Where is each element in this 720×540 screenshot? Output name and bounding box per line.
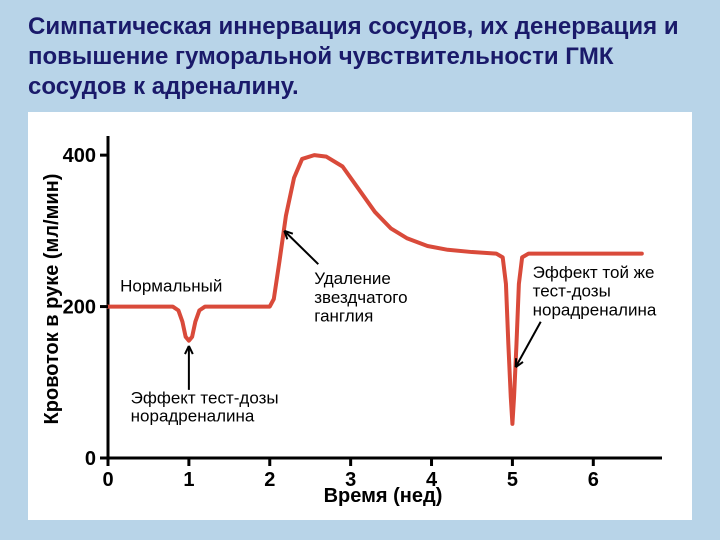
page-title: Симпатическая иннервация сосудов, их ден… — [0, 0, 720, 112]
y-tick: 0 — [85, 448, 96, 470]
annotation: норадреналина — [533, 301, 657, 320]
y-axis-label: Кровоток в руке (мл/мин) — [41, 174, 63, 425]
chart-container: 0123456 0200400 Время (нед) Кровоток в р… — [28, 112, 692, 520]
annotation: Эффект тест-дозы — [131, 388, 279, 407]
x-tick: 6 — [588, 469, 599, 491]
line-chart: 0123456 0200400 Время (нед) Кровоток в р… — [38, 126, 678, 506]
annotation: Эффект той же — [533, 263, 655, 282]
x-axis-label: Время (нед) — [324, 485, 443, 506]
x-tick: 2 — [264, 469, 275, 491]
annotation: ганглия — [314, 307, 373, 326]
annotation: Удаление — [314, 269, 391, 288]
x-tick: 5 — [507, 469, 518, 491]
annotation: тест-дозы — [533, 282, 611, 301]
annotation: Нормальный — [120, 276, 222, 295]
annotation: норадреналина — [131, 407, 255, 426]
y-tick: 200 — [63, 297, 96, 319]
y-tick: 400 — [63, 145, 96, 167]
x-tick: 1 — [183, 469, 194, 491]
x-tick: 0 — [102, 469, 113, 491]
annotation: звездчатого — [314, 288, 407, 307]
